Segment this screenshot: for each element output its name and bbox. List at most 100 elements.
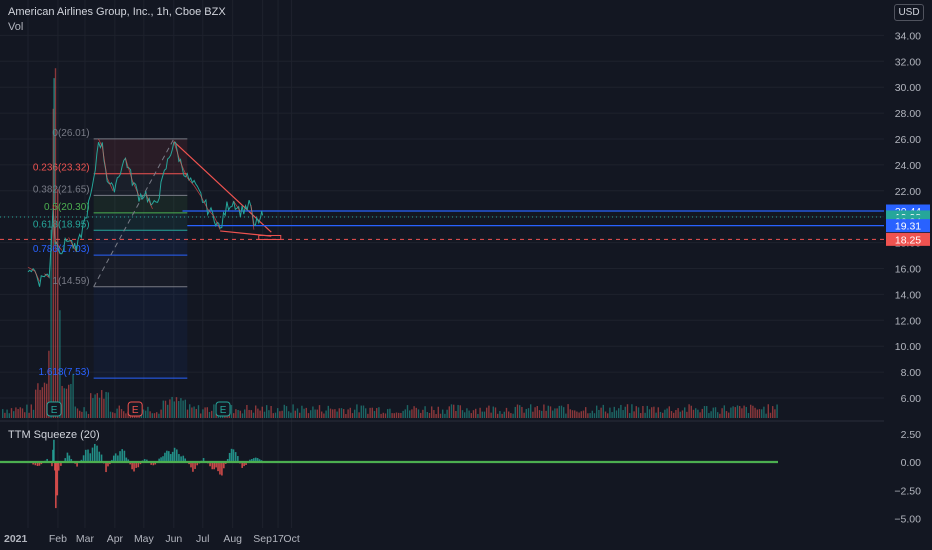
volume-bar xyxy=(576,411,578,418)
squeeze-bar xyxy=(100,454,103,463)
volume-bar xyxy=(239,410,241,418)
price-axis[interactable]: 34.0032.0030.0028.0026.0024.0022.0020.00… xyxy=(895,30,921,405)
volume-bar xyxy=(186,409,189,418)
volume-bar xyxy=(70,383,72,418)
volume-bar xyxy=(340,408,343,418)
volume-bar xyxy=(538,410,541,418)
volume-bar xyxy=(404,409,406,418)
volume-bar xyxy=(316,409,318,418)
volume-bar xyxy=(285,406,288,418)
price-tag-box xyxy=(886,232,930,246)
volume-bar xyxy=(741,408,743,418)
price-tag-box xyxy=(886,219,930,233)
fib-level-label: 1.618(7.53) xyxy=(38,367,89,378)
volume-bar xyxy=(725,411,728,418)
volume-bar xyxy=(68,384,70,418)
fibonacci-retracement[interactable]: 0(26.01) 0.236(23.32) 0.382(21.65) 0.5(20.3… xyxy=(33,128,188,379)
volume-bar xyxy=(343,409,345,418)
volume-bar xyxy=(270,405,272,418)
price-axis-label: 8.00 xyxy=(901,367,922,379)
volume-bar xyxy=(158,413,160,418)
squeeze-bar xyxy=(68,455,71,463)
squeeze-bar xyxy=(228,452,231,463)
indicator-axis[interactable]: 2.50 0.00 −2.50 −5.00 xyxy=(894,429,921,526)
volume-bar xyxy=(624,406,626,418)
squeeze-bar xyxy=(123,450,126,463)
volume-bar xyxy=(373,411,376,418)
volume-bar xyxy=(571,410,574,418)
volume-bar xyxy=(411,409,413,418)
volume-bar xyxy=(475,408,477,418)
volume-bar xyxy=(655,412,657,418)
volume-bar xyxy=(706,406,708,418)
volume-bar xyxy=(17,409,19,418)
volume-bar xyxy=(263,411,266,418)
price-down-segments xyxy=(27,138,255,282)
volume-bar xyxy=(697,409,699,418)
squeeze-bar xyxy=(251,459,253,463)
price-axis-label: 30.00 xyxy=(895,82,921,94)
volume-bar xyxy=(61,385,63,418)
volume-bar xyxy=(32,409,35,418)
volume-bar xyxy=(178,401,180,418)
volume-bar xyxy=(182,400,184,418)
volume-bar xyxy=(602,404,604,418)
squeeze-bar xyxy=(196,462,198,466)
volume-bar xyxy=(4,412,6,418)
volume-bar xyxy=(470,413,472,418)
volume-bar xyxy=(486,407,488,418)
volume-bar xyxy=(63,388,65,418)
price-tag-label: 18.25 xyxy=(895,234,921,246)
volume-bar xyxy=(587,413,589,418)
volume-bar xyxy=(453,404,455,418)
volume-bar xyxy=(422,409,424,418)
price-series xyxy=(27,78,264,287)
volume-bar xyxy=(114,413,116,418)
price-axis-label: 32.00 xyxy=(895,56,921,68)
volume-bar xyxy=(488,405,490,418)
volume-bar xyxy=(81,411,83,418)
trendlines[interactable] xyxy=(0,141,884,240)
indicator-label: TTM Squeeze (20) xyxy=(8,429,100,441)
squeeze-bar xyxy=(211,462,214,470)
volume-bar xyxy=(732,406,734,418)
fib-zone xyxy=(93,195,188,213)
volume-bar xyxy=(211,410,213,418)
volume-bar xyxy=(629,413,631,418)
currency-button[interactable]: USD xyxy=(894,4,924,21)
volume-bar xyxy=(459,405,461,418)
volume-bar xyxy=(464,412,466,418)
price-axis-label: 34.00 xyxy=(895,30,921,42)
squeeze-bar xyxy=(180,456,182,463)
volume-bar xyxy=(175,397,178,418)
price-line xyxy=(27,141,264,287)
volume-bar xyxy=(8,413,10,418)
volume-bar xyxy=(512,413,514,418)
volume-bar xyxy=(109,411,112,418)
volume-bar xyxy=(314,409,316,418)
squeeze-bar xyxy=(36,462,39,466)
squeeze-bar xyxy=(56,462,59,496)
squeeze-bar xyxy=(166,450,168,463)
volume-bar xyxy=(580,411,582,418)
time-axis[interactable]: 2021 Feb Mar Apr May Jun Jul Aug Sep 17 Oct xyxy=(4,533,300,545)
volume-bar xyxy=(574,410,576,418)
squeeze-bar xyxy=(38,462,41,466)
volume-bar xyxy=(743,405,745,418)
earnings-marker-label: E xyxy=(51,405,58,416)
time-axis-label: Feb xyxy=(49,533,67,545)
volume-bar xyxy=(710,411,712,418)
volume-bar xyxy=(622,410,624,418)
squeeze-bar xyxy=(213,462,215,470)
volume-bar xyxy=(745,406,747,418)
volume-bar xyxy=(283,404,285,418)
volume-bar xyxy=(160,409,162,418)
squeeze-bar xyxy=(154,462,157,465)
volume-bar xyxy=(384,413,387,418)
volume-bar xyxy=(510,413,512,418)
volume-bar xyxy=(761,409,763,418)
squeeze-bar xyxy=(93,443,96,463)
